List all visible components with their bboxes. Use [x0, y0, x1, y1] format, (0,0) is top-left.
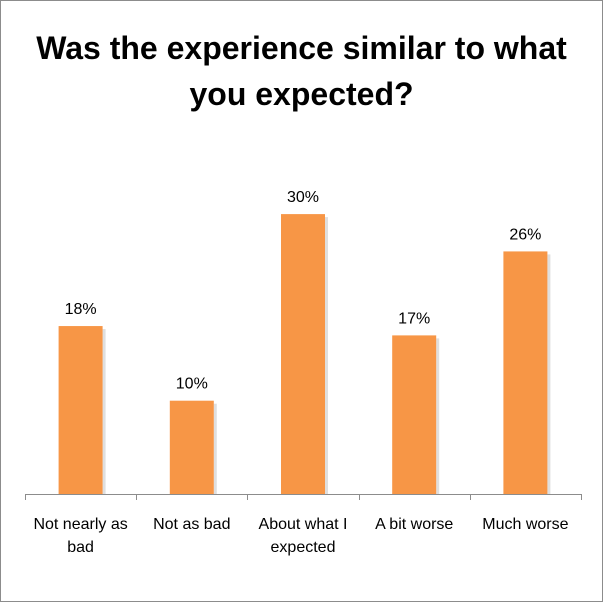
bar-4 — [503, 251, 548, 494]
category-label-1: Not as bad — [153, 516, 230, 533]
category-label-2: About what I expected — [259, 516, 348, 556]
data-label-2: 30% — [287, 189, 319, 206]
category-label-3: A bit worse — [375, 516, 453, 533]
bar-shadow — [436, 338, 440, 494]
x-axis — [25, 494, 582, 500]
bar-3 — [392, 335, 437, 494]
labels-layer: 18% Not nearly as bad 10% Not as bad 30% About… — [33, 189, 568, 556]
bar-shadow — [325, 217, 328, 494]
data-label-3: 17% — [398, 310, 430, 327]
category-label-line: A bit worse — [375, 516, 453, 533]
chart-title: Was the experience similar to what you e… — [36, 30, 567, 112]
bar-shadow — [547, 254, 551, 494]
category-label-line: Not nearly as — [33, 516, 127, 533]
category-label-line: About what I — [259, 516, 348, 533]
bar-0 — [58, 326, 103, 494]
data-label-1: 10% — [176, 376, 208, 393]
bars-layer — [58, 214, 551, 494]
category-label-line: bad — [67, 539, 94, 556]
data-label-0: 18% — [65, 301, 97, 318]
category-label-4: Much worse — [482, 516, 568, 533]
category-label-line: Not as bad — [153, 516, 230, 533]
bar-shadow — [102, 329, 106, 494]
category-label-line: expected — [271, 539, 336, 556]
bar-2 — [281, 214, 325, 494]
bar-1 — [169, 400, 214, 494]
category-label-0: Not nearly as bad — [33, 516, 127, 556]
data-label-4: 26% — [509, 226, 541, 243]
category-label-line: Much worse — [482, 516, 568, 533]
bar-shadow — [213, 403, 217, 494]
